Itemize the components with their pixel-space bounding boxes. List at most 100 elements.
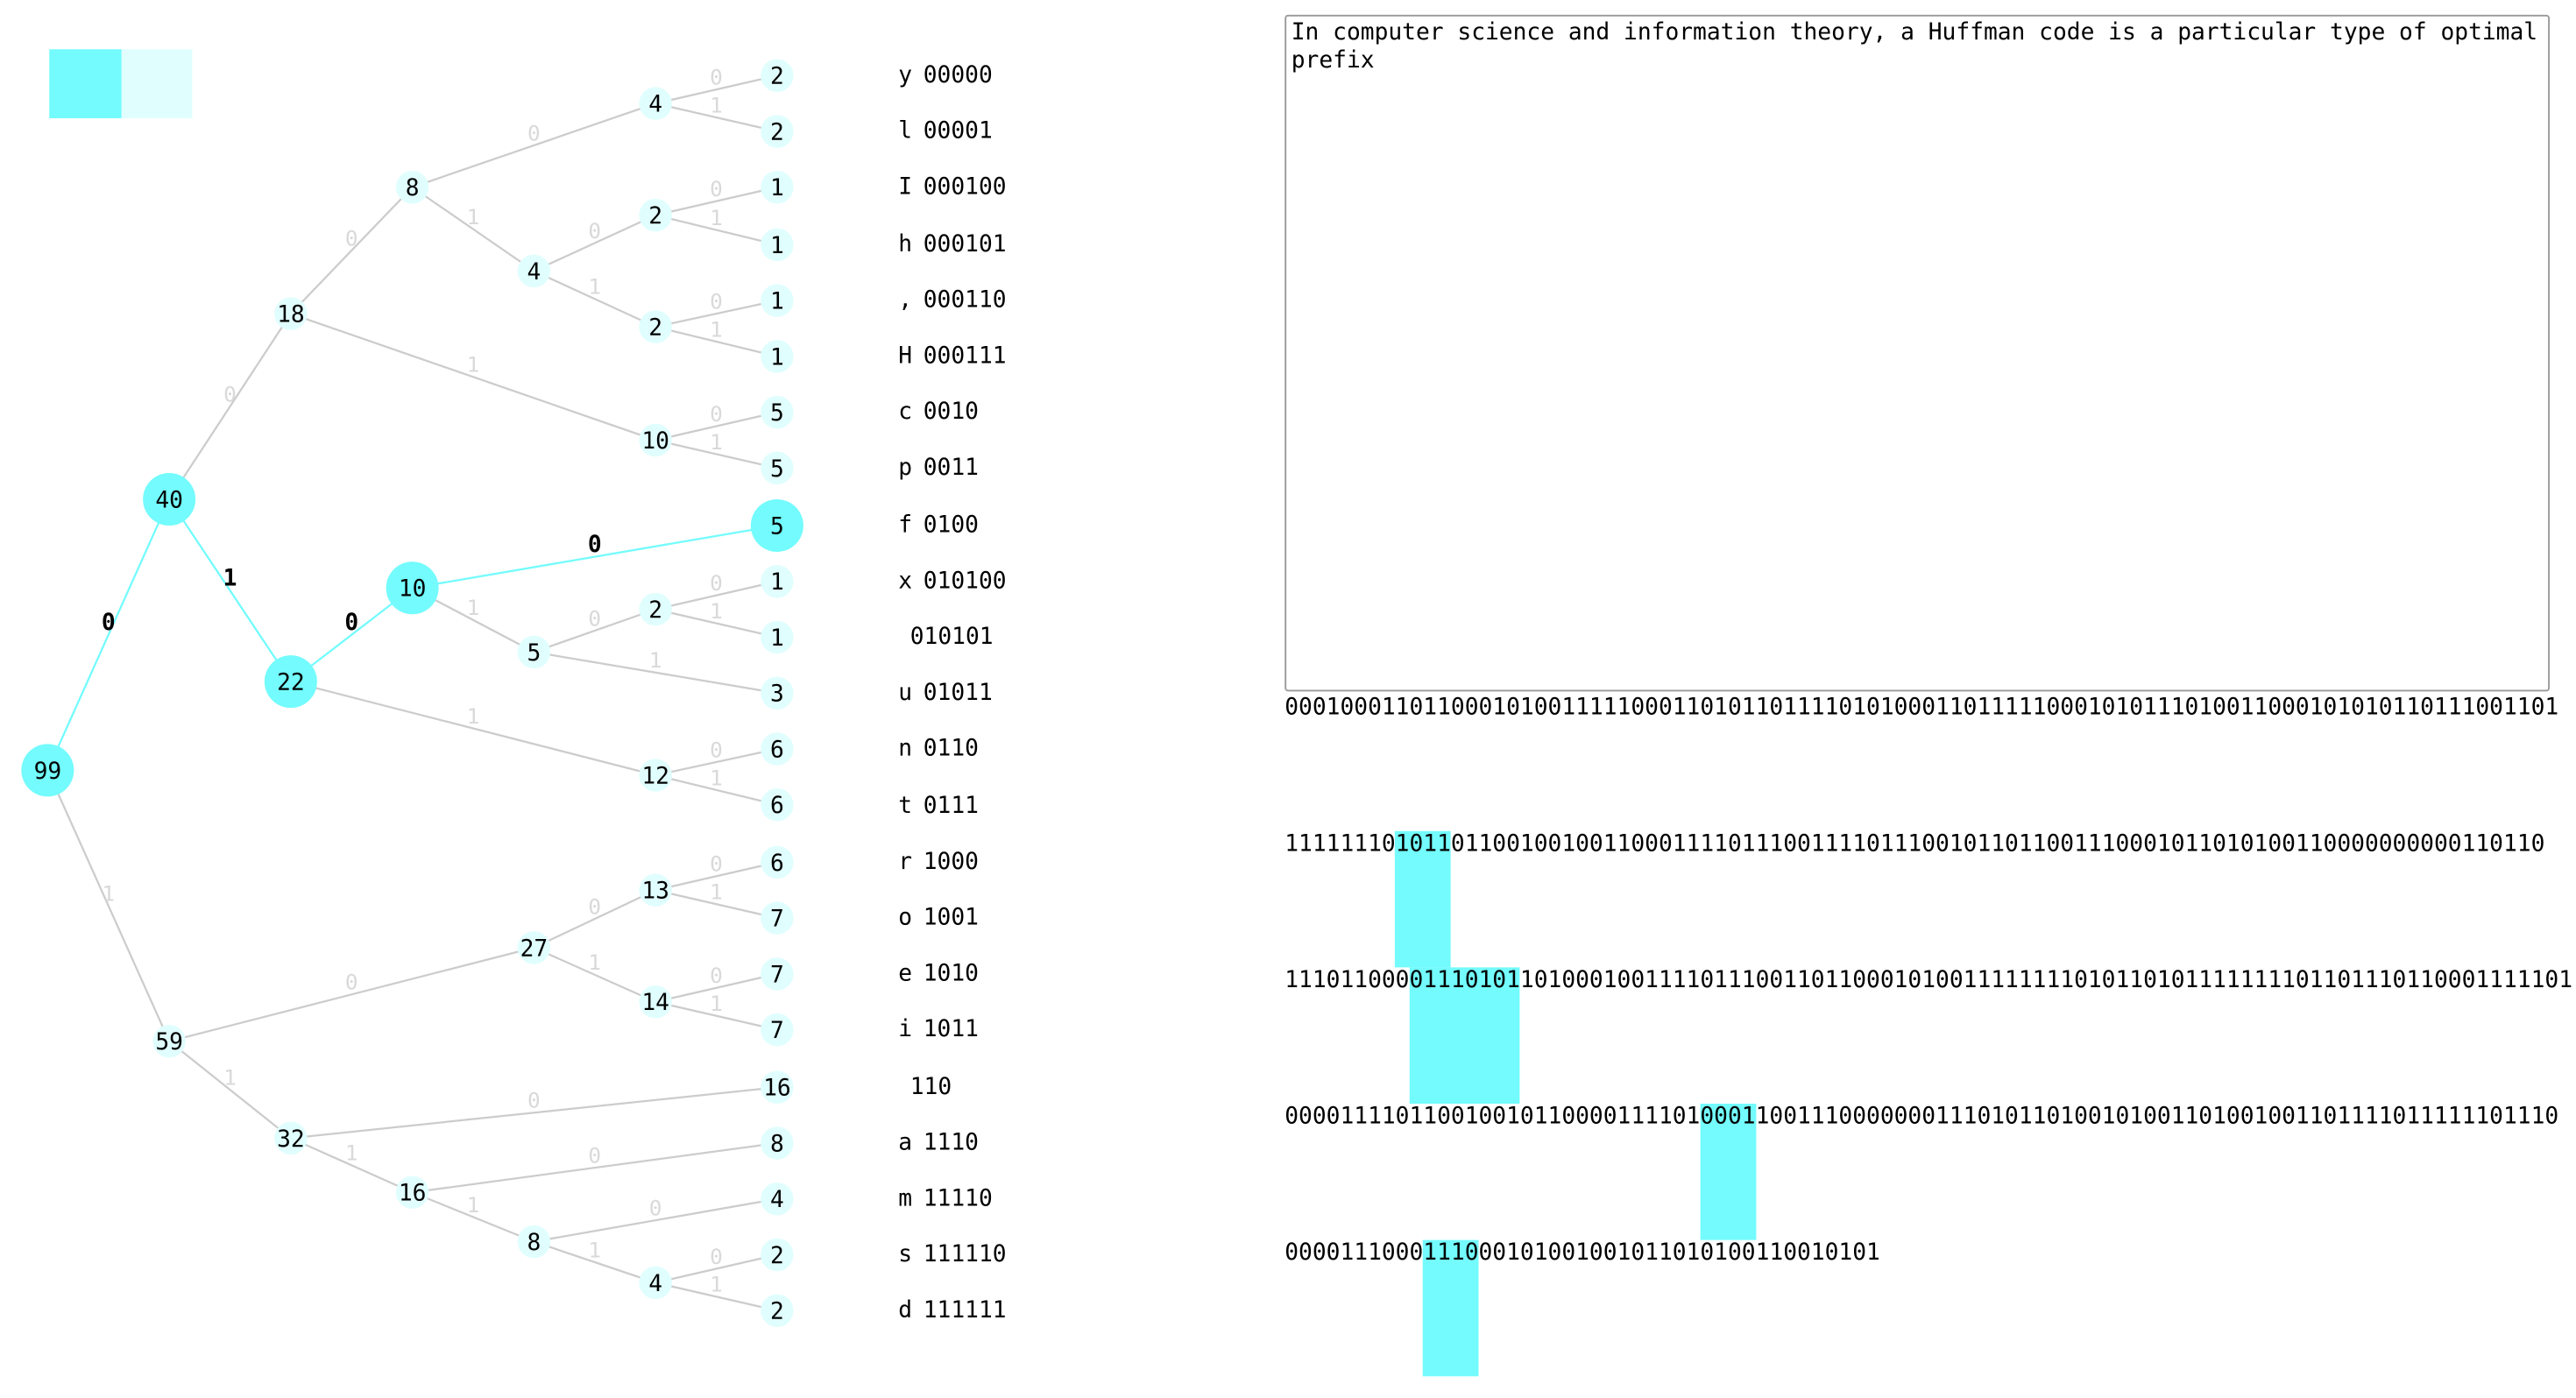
leaf-node[interactable]: 1 xyxy=(761,340,794,373)
encoded-bit-line: 0000111101100100101100001111010001100111… xyxy=(1284,1104,2559,1130)
leaf-node[interactable]: 6 xyxy=(761,788,794,822)
leaf-node[interactable]: 6 xyxy=(761,732,794,766)
internal-node[interactable]: 2 xyxy=(639,198,672,232)
leaf-node[interactable]: 4 xyxy=(761,1183,794,1216)
leaf-node[interactable]: 3 xyxy=(761,676,794,710)
tree-edge xyxy=(412,1141,778,1194)
node-circle xyxy=(761,901,794,935)
code-table-row: c 0010 xyxy=(888,396,979,429)
node-circle xyxy=(639,87,672,120)
leaf-node[interactable]: 1 xyxy=(761,620,794,654)
internal-node[interactable]: 16 xyxy=(395,1176,429,1210)
node-weight-label: 40 xyxy=(155,487,183,513)
tree-edge xyxy=(655,186,778,216)
leaf-node[interactable]: 6 xyxy=(761,845,794,879)
node-weight-label: 4 xyxy=(648,92,662,118)
code-symbol: u xyxy=(898,680,913,707)
internal-node[interactable]: 99 xyxy=(21,744,74,797)
tree-edge xyxy=(168,1040,292,1140)
leaf-node[interactable]: 7 xyxy=(761,901,794,935)
node-weight-label: 4 xyxy=(527,259,541,286)
internal-node[interactable]: 14 xyxy=(639,985,672,1019)
edge-bit-label: 1 xyxy=(710,991,723,1016)
leaf-node[interactable]: 1 xyxy=(761,565,794,598)
edge-bit-label: 0 xyxy=(710,851,723,877)
code-symbol: t xyxy=(898,792,913,819)
node-circle xyxy=(639,985,672,1019)
internal-node[interactable]: 5 xyxy=(517,635,551,669)
edge-bit-label: 1 xyxy=(588,950,601,975)
node-circle xyxy=(639,423,672,457)
code-symbol: e xyxy=(898,961,913,988)
node-weight-label: 32 xyxy=(277,1126,305,1153)
leaf-node[interactable]: 1 xyxy=(761,284,794,317)
leaf-node[interactable]: 1 xyxy=(761,171,794,204)
edge-bit-label: 1 xyxy=(710,598,723,624)
internal-node[interactable]: 8 xyxy=(395,171,429,204)
internal-node[interactable]: 2 xyxy=(639,592,672,626)
color-legend xyxy=(49,49,193,118)
node-circle xyxy=(639,1266,672,1300)
node-weight-label: 1 xyxy=(770,569,784,596)
edge-bit-label: 0 xyxy=(344,610,358,636)
internal-node[interactable]: 22 xyxy=(264,655,317,709)
edge-bit-label: 1 xyxy=(223,565,237,591)
internal-node[interactable]: 32 xyxy=(274,1121,308,1155)
internal-node[interactable]: 18 xyxy=(274,297,308,330)
edge-bit-label: 0 xyxy=(710,1244,723,1269)
tree-edge xyxy=(168,313,292,500)
code-table-row: o 1001 xyxy=(888,901,979,935)
leaf-node[interactable]: 5 xyxy=(761,451,794,485)
leaf-node[interactable]: 7 xyxy=(761,1013,794,1047)
node-weight-label: 7 xyxy=(770,1018,784,1044)
internal-node[interactable]: 27 xyxy=(517,931,551,964)
internal-node[interactable]: 4 xyxy=(517,254,551,288)
internal-node[interactable]: 10 xyxy=(639,423,672,457)
code-table-row: y 00000 xyxy=(888,60,993,93)
leaf-node[interactable]: 7 xyxy=(761,957,794,991)
code-symbol: m xyxy=(898,1185,913,1212)
internal-node[interactable]: 59 xyxy=(152,1025,186,1058)
leaf-node[interactable]: 2 xyxy=(761,1238,794,1272)
code-table-row: 010101 xyxy=(888,621,994,654)
leaf-node[interactable]: 5 xyxy=(750,499,803,552)
code-bits: 1010 xyxy=(923,961,979,988)
node-circle xyxy=(274,1121,308,1155)
code-bits: 0111 xyxy=(923,792,979,819)
node-circle xyxy=(386,561,439,615)
code-bits: 0100 xyxy=(923,512,979,539)
input-text-area[interactable]: In computer science and information theo… xyxy=(1284,14,2550,692)
internal-node[interactable]: 4 xyxy=(639,87,672,120)
internal-node[interactable]: 4 xyxy=(639,1266,672,1300)
tree-edge xyxy=(533,270,656,328)
internal-node[interactable]: 12 xyxy=(639,759,672,792)
code-table-row: 110 xyxy=(888,1070,952,1104)
leaf-node[interactable]: 2 xyxy=(761,59,794,93)
tree-edge xyxy=(46,769,171,1042)
internal-node[interactable]: 40 xyxy=(143,473,196,526)
leaf-node[interactable]: 8 xyxy=(761,1126,794,1160)
internal-node[interactable]: 13 xyxy=(639,873,672,907)
node-weight-label: 10 xyxy=(399,576,427,603)
leaf-node[interactable]: 16 xyxy=(761,1070,794,1105)
leaf-node[interactable]: 5 xyxy=(761,395,794,429)
leaf-node[interactable]: 2 xyxy=(761,115,794,148)
code-bits: 0010 xyxy=(923,399,979,426)
node-circle xyxy=(761,1183,794,1216)
internal-node[interactable]: 8 xyxy=(517,1225,551,1259)
node-circle xyxy=(761,1070,794,1104)
edge-bit-label: 0 xyxy=(588,1143,601,1169)
node-weight-label: 2 xyxy=(770,1299,784,1325)
leaf-node[interactable]: 2 xyxy=(761,1294,794,1328)
edge-bit-label: 1 xyxy=(467,352,480,378)
tree-edge xyxy=(655,411,778,441)
internal-node[interactable]: 10 xyxy=(386,561,439,615)
tree-edge xyxy=(290,681,656,777)
node-weight-label: 5 xyxy=(770,400,784,427)
leaf-node[interactable]: 1 xyxy=(761,228,794,262)
code-bits: 110 xyxy=(909,1073,952,1100)
tree-edge xyxy=(655,747,778,777)
internal-node[interactable]: 2 xyxy=(639,310,672,343)
node-weight-label: 2 xyxy=(648,203,662,229)
